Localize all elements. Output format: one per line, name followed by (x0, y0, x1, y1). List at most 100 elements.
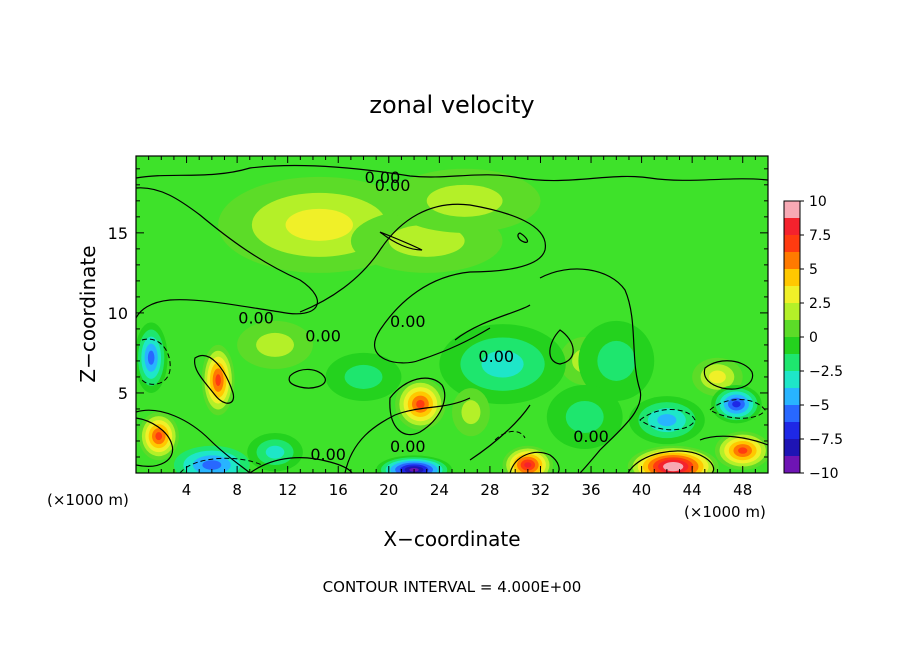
colorbar-tick-label: −7.5 (809, 432, 843, 448)
colorbar-segment (784, 388, 800, 406)
field-anomaly (714, 431, 768, 470)
contour-line (699, 435, 768, 446)
field-level (657, 414, 677, 427)
field-anomaly (627, 445, 719, 473)
y-tick-label: 15 (108, 224, 128, 243)
field-level (147, 350, 155, 365)
field-level (732, 400, 741, 408)
colorbar-tick-label: 10 (809, 194, 827, 210)
field-anomaly (201, 344, 235, 416)
field-level (709, 370, 726, 384)
contour-line-negative (494, 431, 526, 441)
contour-label: 0.00 (375, 176, 411, 195)
colorbar-tick-label: −2.5 (809, 364, 843, 380)
field-level (524, 462, 532, 468)
field-anomaly (578, 320, 655, 401)
x-unit-left: (×1000 m) (47, 491, 129, 509)
contour-line-negative (179, 457, 263, 473)
contour-line (249, 457, 353, 473)
contour-line-negative (639, 408, 696, 431)
colorbar-tick-label: 2.5 (809, 296, 831, 312)
contour-lines (136, 164, 768, 473)
field-anomaly (325, 352, 402, 401)
contour-label: 0.00 (305, 326, 341, 345)
contour-line (344, 397, 471, 473)
colorbar-tick-label: 0 (809, 330, 818, 346)
field-anomaly (439, 324, 566, 405)
colorbar: 10 7.5 5 2.5 0 −2.5 −5 −7.5 −10 (783, 194, 843, 482)
field-level (416, 399, 425, 409)
colorbar-tick-label: −10 (809, 466, 839, 482)
field-level (461, 400, 481, 425)
x-tick-label: 8 (232, 481, 242, 499)
colorbar-segment (784, 371, 800, 389)
colorbar-segment (784, 439, 800, 457)
contour-line (136, 409, 251, 473)
field-level (285, 208, 353, 241)
contour-line-negative (141, 338, 171, 385)
field-anomaly (711, 384, 762, 424)
contour-line (539, 268, 642, 473)
contour-interval-note: CONTOUR INTERVAL = 4.000E+00 (323, 578, 582, 596)
field-level (344, 364, 383, 389)
colorbar-segment (784, 218, 800, 236)
field-level (597, 340, 636, 381)
field-level (256, 332, 294, 357)
contour-line (549, 329, 574, 365)
x-tick-label: 40 (632, 481, 651, 499)
field-level (565, 400, 604, 433)
contour-line (703, 360, 754, 390)
colorbar-segment (784, 201, 800, 219)
contour-line (454, 304, 531, 341)
contour-line (136, 417, 174, 467)
contour-line (193, 355, 235, 404)
contour-label: 0.00 (390, 437, 426, 456)
contour-line (379, 231, 423, 251)
y-axis-label: Z−coordinate (76, 245, 100, 382)
field-anomaly (173, 445, 250, 473)
contour-label: 0.00 (238, 309, 274, 328)
field-level (202, 460, 222, 470)
field-anomaly (138, 412, 179, 461)
contour-label: 0.00 (478, 347, 514, 366)
x-tick-label: 48 (733, 481, 752, 499)
plot-area: 0.000.000.000.000.000.000.00 0.000.00 (136, 156, 768, 473)
field-anomaly (502, 445, 554, 473)
x-tick-label: 12 (278, 481, 297, 499)
chart-title: zonal velocity (369, 91, 534, 119)
x-unit-right: (×1000 m) (684, 503, 766, 521)
colorbar-segment (784, 320, 800, 338)
contour-line (517, 232, 529, 243)
contour-labels: 0.000.000.000.000.000.000.00 0.000.00 (238, 168, 609, 464)
y-tick-label: 5 (118, 384, 128, 403)
colorbar-tick-label: 5 (809, 262, 818, 278)
x-tick-label: 24 (430, 481, 449, 499)
x-tick-label: 28 (480, 481, 499, 499)
y-axis-ticks: 5 10 15 (108, 168, 768, 458)
colorbar-segment (784, 354, 800, 372)
contour-line (627, 450, 715, 473)
contour-line (288, 368, 326, 389)
x-axis-label: X−coordinate (383, 527, 520, 551)
field-anomaly (237, 320, 313, 369)
x-tick-label: 36 (581, 481, 600, 499)
x-tick-label: 16 (329, 481, 348, 499)
x-tick-label: 4 (182, 481, 192, 499)
colorbar-segment (784, 456, 800, 474)
y-tick-label: 10 (108, 304, 128, 323)
colorbar-segment (784, 235, 800, 253)
contour-label: 0.00 (310, 445, 346, 464)
field-level (426, 184, 503, 217)
colorbar-segment (784, 303, 800, 321)
colorbar-segment (784, 337, 800, 355)
contour-line (509, 451, 560, 473)
field-level (481, 350, 524, 378)
field-anomaly (395, 378, 446, 430)
colorbar-segment (784, 286, 800, 304)
contour-label: 0.00 (390, 312, 426, 331)
x-tick-label: 20 (379, 481, 398, 499)
contour-label: 0.00 (573, 427, 609, 446)
field-anomaly (452, 388, 490, 437)
negative-contours (141, 338, 766, 473)
